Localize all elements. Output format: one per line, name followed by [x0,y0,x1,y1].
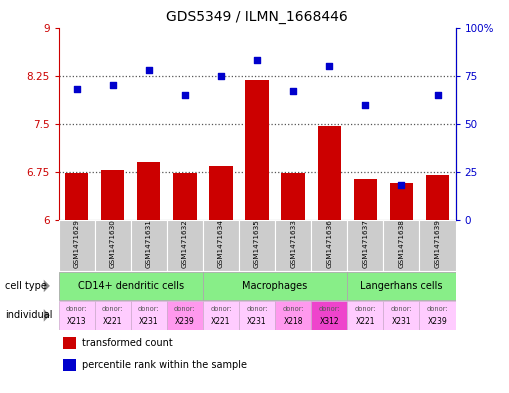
Bar [311,220,347,271]
Text: X213: X213 [67,318,87,326]
Bar [101,170,124,220]
Text: X312: X312 [320,318,339,326]
Text: CD14+ dendritic cells: CD14+ dendritic cells [78,281,184,291]
Bar [347,220,383,271]
Bar [245,79,269,220]
Text: donor:: donor: [246,306,268,312]
Bar [281,173,305,220]
Title: GDS5349 / ILMN_1668446: GDS5349 / ILMN_1668446 [166,10,348,24]
Text: GSM1471631: GSM1471631 [146,219,152,268]
Bar [426,175,449,220]
Text: GSM1471635: GSM1471635 [254,219,260,268]
Bar [419,220,456,271]
Point [108,82,117,88]
Point [325,63,333,69]
Bar [167,301,203,329]
Bar [167,220,203,271]
Bar [203,301,239,329]
Point [253,57,261,63]
Text: donor:: donor: [390,306,412,312]
Bar [383,301,419,329]
Text: GSM1471639: GSM1471639 [435,219,440,268]
Bar [59,272,203,300]
Bar [59,301,95,329]
Bar [311,301,347,329]
Bar [131,220,167,271]
Text: donor:: donor: [210,306,232,312]
Text: GSM1471636: GSM1471636 [326,219,332,268]
Bar [347,272,456,300]
Bar [95,220,131,271]
Bar [419,301,456,329]
Text: transformed count: transformed count [82,338,173,348]
Text: donor:: donor: [354,306,376,312]
Point [72,86,80,92]
Text: X221: X221 [356,318,375,326]
Text: GSM1471629: GSM1471629 [74,219,79,268]
Point [434,92,442,98]
Text: percentile rank within the sample: percentile rank within the sample [82,360,247,370]
Text: X239: X239 [175,318,195,326]
Bar [137,162,160,220]
Text: Macrophages: Macrophages [242,281,308,291]
Point [217,72,225,79]
Bar [173,173,196,220]
Text: donor:: donor: [282,306,304,312]
Bar [383,220,419,271]
Text: GSM1471633: GSM1471633 [290,219,296,268]
Text: X231: X231 [391,318,411,326]
Text: GSM1471638: GSM1471638 [399,219,405,268]
Text: donor:: donor: [66,306,88,312]
Text: X239: X239 [428,318,447,326]
Bar [318,127,341,220]
Text: individual: individual [5,310,52,320]
Text: X221: X221 [103,318,123,326]
Bar [275,220,311,271]
Text: GSM1471630: GSM1471630 [109,219,116,268]
Text: Langerhans cells: Langerhans cells [360,281,443,291]
Bar [131,301,167,329]
Bar [203,272,347,300]
Text: GSM1471632: GSM1471632 [182,219,188,268]
Point [289,88,297,94]
Bar [354,179,377,220]
Text: GSM1471634: GSM1471634 [218,219,224,268]
Text: X218: X218 [284,318,303,326]
Text: donor:: donor: [138,306,160,312]
Text: donor:: donor: [319,306,340,312]
Point [361,101,370,108]
Bar [63,359,76,371]
Bar [347,301,383,329]
Bar [95,301,131,329]
Text: X221: X221 [211,318,231,326]
Bar [239,220,275,271]
Point [181,92,189,98]
Text: donor:: donor: [174,306,195,312]
Bar [209,165,233,220]
Bar [63,337,76,349]
Text: donor:: donor: [427,306,448,312]
Bar [65,173,89,220]
Text: GSM1471637: GSM1471637 [362,219,369,268]
Point [145,67,153,73]
Text: X231: X231 [247,318,267,326]
Bar [59,220,95,271]
Bar [390,183,413,220]
Text: X231: X231 [139,318,159,326]
Text: donor:: donor: [102,306,124,312]
Bar [203,220,239,271]
Point [398,182,406,189]
Bar [239,301,275,329]
Text: cell type: cell type [5,281,47,291]
Bar [275,301,311,329]
